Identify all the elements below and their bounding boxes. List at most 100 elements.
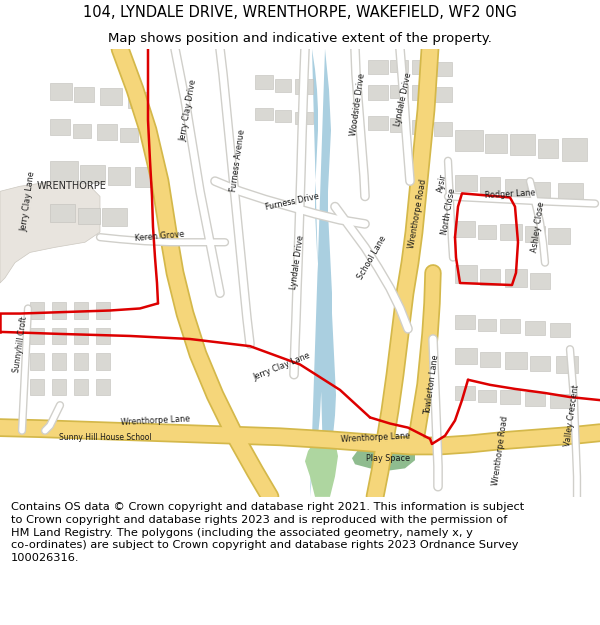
Polygon shape [52,379,66,395]
Polygon shape [52,302,66,319]
Polygon shape [310,49,336,497]
Polygon shape [525,321,545,335]
Polygon shape [102,208,127,226]
Polygon shape [550,322,570,337]
Text: Towlerton Lane: Towlerton Lane [424,354,440,416]
Polygon shape [505,352,527,369]
Polygon shape [368,60,388,74]
Text: Keren Grove: Keren Grove [135,229,185,242]
Polygon shape [305,436,338,497]
Polygon shape [455,348,477,364]
Polygon shape [390,60,408,72]
Text: School Lane: School Lane [356,234,388,281]
Polygon shape [412,60,432,74]
Text: North Close: North Close [440,188,458,236]
Polygon shape [50,161,78,181]
Text: Aysir: Aysir [436,173,448,193]
Polygon shape [74,88,94,102]
Polygon shape [556,356,578,372]
Polygon shape [480,177,500,193]
Polygon shape [0,181,100,283]
Polygon shape [97,124,117,141]
Text: Lyndale Drive: Lyndale Drive [289,235,305,291]
Polygon shape [390,118,408,132]
Polygon shape [530,272,550,289]
Polygon shape [74,353,88,369]
Polygon shape [74,379,88,395]
Polygon shape [550,394,570,408]
Polygon shape [74,302,88,319]
Text: Valley Crescent: Valley Crescent [563,384,581,447]
Text: 104, LYNDALE DRIVE, WRENTHORPE, WAKEFIELD, WF2 0NG: 104, LYNDALE DRIVE, WRENTHORPE, WAKEFIEL… [83,4,517,19]
Polygon shape [478,390,496,402]
Text: Sunnyhill Croft: Sunnyhill Croft [11,316,28,372]
Polygon shape [295,79,313,94]
Polygon shape [412,86,432,99]
Polygon shape [455,264,477,283]
Polygon shape [255,75,273,89]
Polygon shape [455,130,483,151]
Polygon shape [100,89,122,105]
Text: Ashley Close: Ashley Close [530,201,546,253]
Polygon shape [30,328,44,344]
Polygon shape [295,112,313,124]
Polygon shape [434,122,452,136]
Polygon shape [485,134,507,152]
Polygon shape [505,179,527,196]
Text: Play Space: Play Space [366,454,410,462]
Text: Woodside Drive: Woodside Drive [349,73,367,137]
Text: Wrenthorpe Lane: Wrenthorpe Lane [340,431,410,444]
Polygon shape [525,226,545,242]
Polygon shape [275,79,291,91]
Text: WRENTHORPE: WRENTHORPE [37,181,107,191]
Text: Contains OS data © Crown copyright and database right 2021. This information is : Contains OS data © Crown copyright and d… [11,502,524,563]
Polygon shape [510,134,535,154]
Text: Wrenthorpe Road: Wrenthorpe Road [491,416,509,486]
Polygon shape [455,175,477,191]
Polygon shape [30,379,44,395]
Polygon shape [255,108,273,120]
Polygon shape [434,88,452,102]
Polygon shape [412,120,432,134]
Text: Sunny Hill House School: Sunny Hill House School [59,433,151,442]
Text: Jerry Clay Lane: Jerry Clay Lane [19,171,37,232]
Polygon shape [108,167,130,185]
Polygon shape [455,314,475,329]
Polygon shape [96,328,110,344]
Polygon shape [30,302,44,319]
Polygon shape [548,228,570,244]
Polygon shape [352,441,415,471]
Polygon shape [96,302,110,319]
Polygon shape [80,165,105,183]
Text: Lyndale Drive: Lyndale Drive [393,72,413,127]
Polygon shape [478,319,496,331]
Polygon shape [135,167,160,187]
Text: Jerry Clay Lane: Jerry Clay Lane [252,351,312,382]
Polygon shape [525,392,545,406]
Polygon shape [96,379,110,395]
Polygon shape [500,319,520,333]
Polygon shape [368,86,388,99]
Polygon shape [50,119,70,136]
Text: Furness Drive: Furness Drive [265,191,320,212]
Polygon shape [500,224,522,240]
Polygon shape [96,353,110,369]
Polygon shape [455,386,475,400]
Polygon shape [558,183,583,201]
Polygon shape [120,128,138,142]
Polygon shape [390,86,408,98]
Polygon shape [455,221,475,237]
Polygon shape [434,62,452,76]
Polygon shape [538,139,558,158]
Polygon shape [562,138,587,161]
Polygon shape [530,182,550,199]
Polygon shape [74,328,88,344]
Text: Wrenthorpe Road: Wrenthorpe Road [407,178,428,249]
Polygon shape [78,208,100,224]
Text: Furness Avenue: Furness Avenue [229,129,247,192]
Polygon shape [52,353,66,369]
Text: Wrenthorpe Lane: Wrenthorpe Lane [120,414,190,427]
Text: Map shows position and indicative extent of the property.: Map shows position and indicative extent… [108,31,492,44]
Polygon shape [500,390,520,404]
Polygon shape [52,328,66,344]
